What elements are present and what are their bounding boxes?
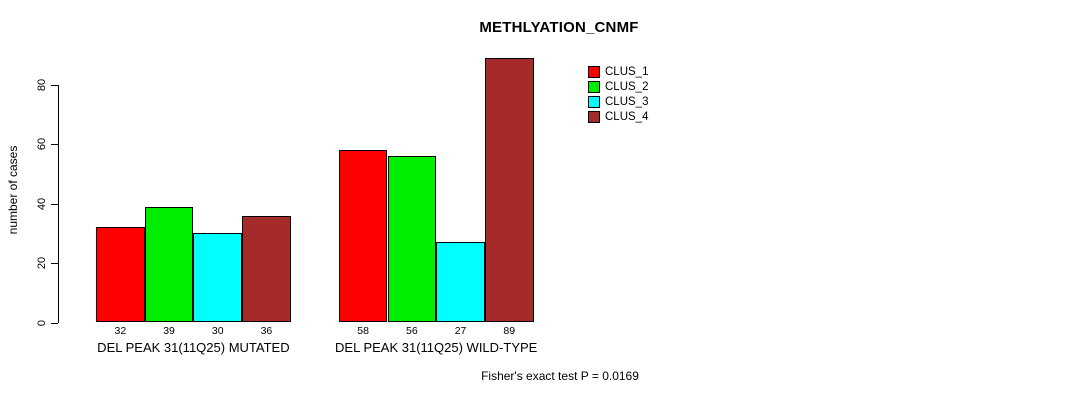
- bar-value-label: 30: [211, 324, 224, 337]
- legend-label: CLUS_4: [605, 111, 649, 123]
- legend-swatch-clus_2: [588, 81, 600, 93]
- legend-label: CLUS_3: [605, 96, 649, 108]
- legend-item-clus_3: CLUS_3: [588, 95, 658, 110]
- bar-value-label: 32: [114, 324, 127, 337]
- legend-swatch-clus_1: [588, 66, 600, 78]
- bar-clus_4-group1: [242, 215, 291, 323]
- y-axis-tick: [51, 84, 58, 86]
- y-axis-tick: [51, 322, 58, 324]
- y-axis-tick-label: 0: [36, 319, 48, 326]
- bar-clus_2-group2: [387, 156, 437, 323]
- y-axis-tick: [51, 144, 58, 146]
- annotation-text: Fisher's exact test P = 0.0169: [481, 369, 639, 383]
- bar-clus_1-group1: [96, 227, 145, 323]
- y-axis-tick-label: 40: [36, 197, 48, 210]
- bar-value-label: 58: [357, 324, 369, 337]
- y-axis-tick: [51, 263, 58, 265]
- legend-item-clus_2: CLUS_2: [588, 80, 658, 95]
- bar-clus_3-group2: [436, 242, 485, 323]
- y-axis-label: number of cases: [6, 145, 20, 235]
- x-group-label: DEL PEAK 31(11Q25) MUTATED: [97, 340, 290, 355]
- legend-swatch-clus_4: [588, 111, 600, 123]
- bar-value-label: 27: [454, 324, 467, 337]
- chart-title: METHLYATION_CNMF: [479, 19, 639, 36]
- bar-value-label: 56: [406, 324, 418, 337]
- legend-swatch-clus_3: [588, 96, 600, 108]
- x-group-label: DEL PEAK 31(11Q25) WILD-TYPE: [335, 340, 538, 355]
- bar-value-label: 39: [163, 324, 175, 337]
- legend-item-clus_4: CLUS_4: [588, 110, 658, 125]
- bar-clus_3-group1: [193, 233, 243, 323]
- bar-value-label: 36: [260, 324, 273, 337]
- y-axis-tick-label: 20: [36, 256, 48, 270]
- legend-label: CLUS_2: [605, 81, 649, 93]
- y-axis-line: [58, 84, 59, 324]
- bar-clus_2-group1: [144, 206, 194, 323]
- bar-clus_1-group2: [338, 150, 388, 323]
- y-axis-tick-label: 80: [36, 78, 48, 92]
- bar-value-label: 89: [503, 324, 516, 337]
- y-axis-tick-label: 60: [36, 138, 48, 151]
- legend-label: CLUS_1: [605, 66, 649, 78]
- bar-clus_4-group2: [484, 58, 534, 323]
- y-axis-tick: [51, 203, 58, 205]
- legend-item-clus_1: CLUS_1: [588, 65, 658, 80]
